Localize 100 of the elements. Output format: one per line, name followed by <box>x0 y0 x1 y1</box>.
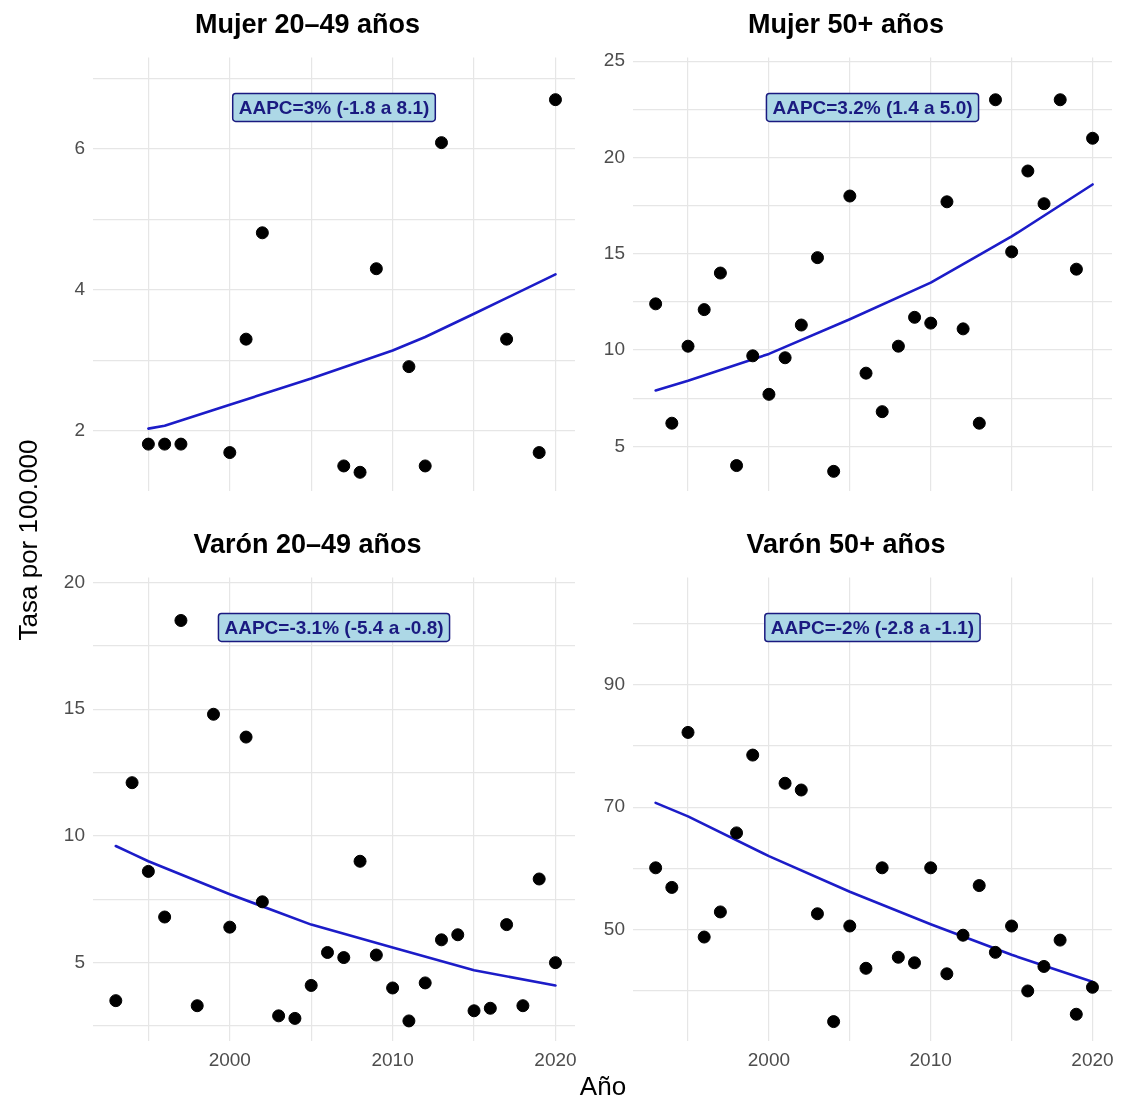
point <box>207 707 220 721</box>
point <box>1021 164 1035 178</box>
point <box>794 783 808 797</box>
point <box>730 459 744 473</box>
point <box>778 351 792 365</box>
point <box>1069 1007 1083 1021</box>
y-tick-label: 15 <box>603 242 625 264</box>
point <box>649 297 663 311</box>
y-tick-label: 50 <box>603 917 625 939</box>
point <box>190 999 204 1013</box>
point <box>908 310 922 324</box>
point <box>827 1015 841 1029</box>
point <box>875 405 889 419</box>
point <box>418 976 432 990</box>
point <box>697 930 711 944</box>
point <box>174 437 188 451</box>
point <box>730 826 744 840</box>
point <box>1086 131 1100 145</box>
x-tick-label: 2020 <box>534 1048 577 1070</box>
point <box>956 928 970 942</box>
point <box>386 981 400 995</box>
x-tick-label: 2010 <box>909 1048 952 1070</box>
point <box>843 189 857 203</box>
y-tick-label: 10 <box>63 824 85 846</box>
annotation: AAPC=-2% (-2.8 a -1.1) <box>770 616 975 638</box>
point <box>548 956 562 970</box>
point <box>891 339 905 353</box>
chart-title: Varón 20–49 años <box>193 528 422 559</box>
point <box>1037 197 1051 211</box>
point <box>353 465 367 479</box>
point <box>125 776 139 790</box>
point <box>859 961 873 975</box>
point <box>369 262 383 276</box>
point <box>516 999 530 1013</box>
point <box>304 978 318 992</box>
point <box>288 1011 302 1025</box>
y-tick-label: 5 <box>614 434 625 456</box>
point <box>239 332 253 346</box>
point <box>746 748 760 762</box>
point <box>859 366 873 380</box>
point <box>320 946 334 959</box>
point <box>908 956 921 970</box>
point <box>697 303 711 317</box>
y-tick-label: 5 <box>74 950 85 972</box>
point <box>1053 933 1067 947</box>
x-tick-label: 2020 <box>1071 1048 1114 1070</box>
point <box>940 967 954 981</box>
point <box>988 945 1002 959</box>
point <box>158 437 172 451</box>
point <box>239 730 253 744</box>
point <box>956 322 970 336</box>
y-tick-label: 25 <box>603 49 625 71</box>
point <box>875 861 889 875</box>
y-axis-title: Tasa por 100.000 <box>12 439 44 641</box>
y-tick-label: 70 <box>603 795 625 817</box>
y-tick-label: 20 <box>603 145 625 167</box>
point <box>988 93 1002 107</box>
point <box>109 994 123 1008</box>
point <box>891 950 905 964</box>
x-tick-label: 2000 <box>208 1048 251 1070</box>
point <box>746 349 760 363</box>
point <box>713 266 727 280</box>
point <box>500 918 514 932</box>
point <box>810 251 824 265</box>
point <box>369 948 383 962</box>
point <box>972 879 986 893</box>
point <box>141 864 155 878</box>
point <box>174 613 188 627</box>
point <box>337 459 351 473</box>
annotation: AAPC=3.2% (1.4 a 5.0) <box>772 96 973 118</box>
point <box>665 880 679 894</box>
point <box>272 1009 286 1023</box>
point <box>794 318 808 332</box>
point <box>532 446 546 460</box>
point <box>158 910 172 924</box>
point <box>255 226 269 240</box>
point <box>223 446 237 460</box>
point <box>762 387 776 401</box>
annotation: AAPC=3% (-1.8 a 8.1) <box>238 96 430 118</box>
point <box>924 316 938 330</box>
point <box>843 919 857 933</box>
point <box>972 416 986 430</box>
point <box>713 905 727 919</box>
point <box>500 332 514 346</box>
point <box>483 1001 497 1015</box>
point <box>402 1014 416 1028</box>
point <box>467 1004 481 1018</box>
point <box>418 459 432 473</box>
point <box>255 895 269 909</box>
y-tick-label: 20 <box>63 570 85 592</box>
point <box>434 136 448 150</box>
y-tick-label: 6 <box>74 137 85 159</box>
point <box>141 437 155 451</box>
y-tick-label: 10 <box>603 338 625 360</box>
point <box>1085 980 1099 994</box>
annotation: AAPC=-3.1% (-5.4 a -0.8) <box>224 616 444 638</box>
point <box>681 725 695 739</box>
point <box>778 776 792 790</box>
point <box>532 872 546 886</box>
point <box>1005 919 1019 933</box>
